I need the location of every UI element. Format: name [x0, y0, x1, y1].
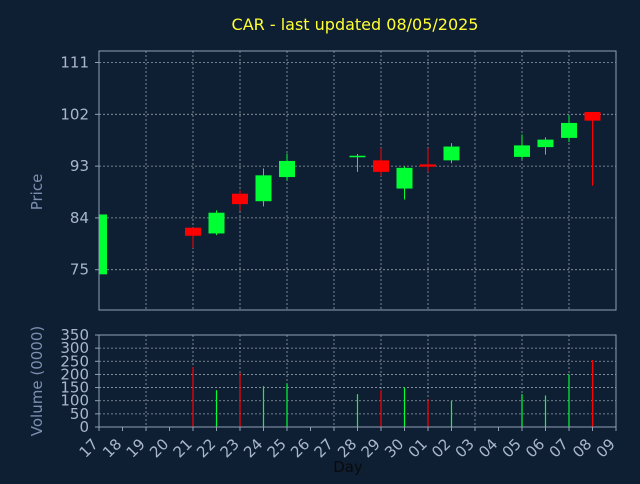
candle	[279, 153, 295, 181]
candle	[208, 210, 225, 236]
candle-body	[232, 193, 248, 205]
candle	[98, 214, 107, 275]
volume-tick-label: 50	[70, 405, 89, 423]
volume-tick-label: 200	[60, 365, 89, 383]
candle-body	[208, 212, 225, 234]
candle-body	[255, 175, 272, 202]
price-axis-label: Price	[28, 174, 46, 211]
price-panel-frame	[98, 50, 617, 311]
candle	[185, 227, 201, 248]
candle-body	[185, 227, 201, 236]
candle	[584, 112, 601, 186]
volume-tick-label: 300	[60, 339, 89, 357]
volume-axis-label: Volume (0000)	[28, 326, 46, 436]
candle	[255, 168, 272, 207]
candle	[561, 114, 577, 142]
candle-body	[561, 122, 577, 138]
candle-body	[373, 160, 389, 172]
candle-body	[99, 214, 107, 275]
candle	[514, 134, 530, 160]
volume-bars	[192, 359, 594, 427]
chart-title: CAR - last updated 08/05/2025	[232, 15, 479, 34]
volume-tick-label: 100	[60, 392, 89, 410]
volume-tick-label: 250	[60, 352, 89, 370]
candle	[232, 190, 248, 212]
price-tick-label: 93	[70, 157, 89, 175]
volume-tick-label: 0	[79, 418, 89, 436]
x-axis-label: Day	[333, 458, 363, 476]
price-tick-label: 102	[60, 105, 89, 123]
volume-tick-label: 150	[60, 379, 89, 397]
candle	[537, 137, 554, 155]
candle-body	[396, 167, 413, 189]
candle-body	[279, 160, 295, 178]
volume-tick-label: 350	[60, 326, 89, 344]
candle	[373, 148, 389, 176]
price-tick-label: 111	[60, 54, 89, 72]
candle-body	[537, 139, 554, 148]
candle	[396, 166, 413, 200]
candle-body	[443, 146, 460, 161]
candle-body	[584, 112, 601, 121]
candle-body	[514, 145, 530, 157]
price-y-ticks: 75 84 93 102 111	[60, 54, 99, 279]
candle	[443, 143, 460, 164]
candle-body	[349, 155, 366, 158]
candle-body	[420, 164, 436, 167]
candle	[349, 154, 366, 172]
price-tick-label: 75	[70, 261, 89, 279]
candle	[420, 148, 436, 172]
price-tick-label: 84	[70, 209, 89, 227]
